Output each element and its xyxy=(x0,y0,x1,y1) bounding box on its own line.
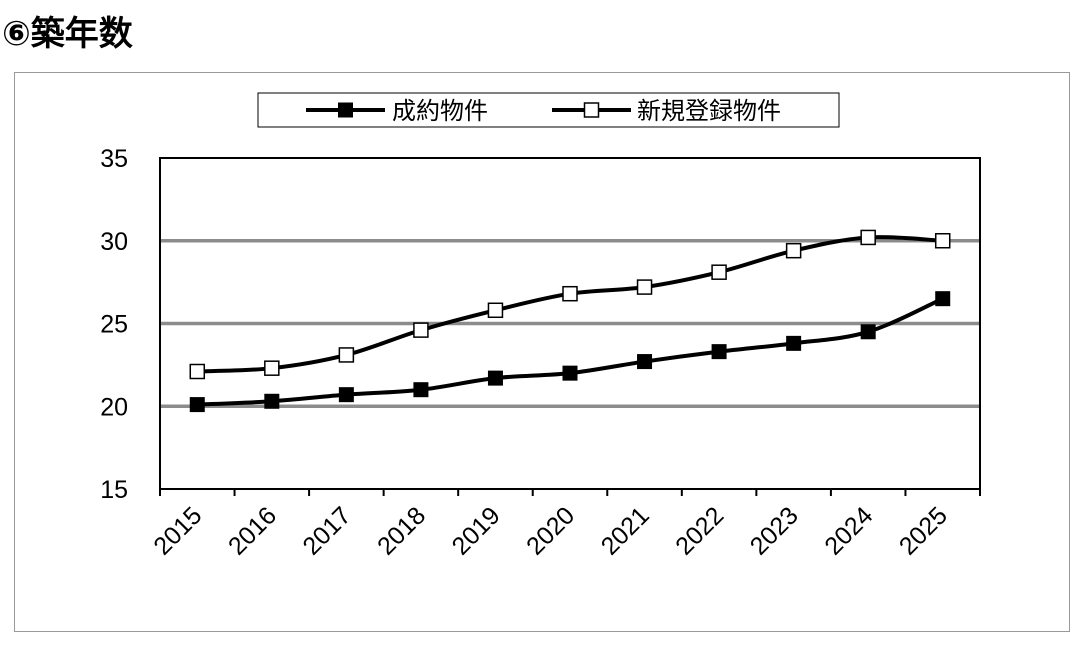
data-point xyxy=(189,397,205,413)
data-point xyxy=(562,285,578,302)
chart-frame xyxy=(14,72,1070,632)
data-point xyxy=(637,354,653,370)
data-point xyxy=(785,242,802,259)
x-tick-label: 2018 xyxy=(372,501,431,560)
data-point xyxy=(487,370,503,386)
x-tick-label: 2017 xyxy=(297,501,356,560)
data-point xyxy=(711,264,727,280)
series-line-1 xyxy=(197,235,943,374)
data-point xyxy=(487,302,504,319)
legend: 成約物件 新規登録物件 xyxy=(257,92,840,128)
legend-label: 成約物件 xyxy=(392,97,488,125)
data-point xyxy=(264,393,280,409)
data-point xyxy=(786,335,802,351)
data-point xyxy=(636,279,653,295)
data-point xyxy=(711,344,727,360)
data-point xyxy=(562,365,578,381)
legend-swatch-marker xyxy=(338,102,353,118)
x-tick-label: 2022 xyxy=(670,501,729,560)
data-point xyxy=(860,229,876,246)
x-tick-label: 2024 xyxy=(819,501,878,560)
plot-area xyxy=(159,157,981,490)
y-tick-label: 15 xyxy=(100,476,128,504)
data-point xyxy=(860,324,876,340)
data-point xyxy=(338,347,355,363)
y-tick-label: 35 xyxy=(100,145,128,173)
x-tick-label: 2016 xyxy=(223,501,282,560)
data-point xyxy=(413,322,429,338)
x-tick-label: 2025 xyxy=(894,501,953,560)
x-tick-label: 2015 xyxy=(148,501,207,560)
data-point xyxy=(189,363,206,380)
series-line-0 xyxy=(197,296,944,407)
page-title: ⑥築年数 xyxy=(2,14,133,54)
legend-swatch-marker xyxy=(583,102,600,118)
x-tick-label: 2020 xyxy=(521,501,580,560)
data-point xyxy=(338,387,354,403)
x-tick-label: 2019 xyxy=(447,501,506,560)
series-group xyxy=(189,229,951,413)
y-tick-label: 25 xyxy=(100,311,128,339)
x-tick-label: 2021 xyxy=(596,501,655,560)
data-point xyxy=(934,233,951,249)
gridlines xyxy=(160,239,980,408)
data-point xyxy=(264,360,280,376)
legend-label: 新規登録物件 xyxy=(637,97,781,125)
data-point xyxy=(935,291,951,307)
y-tick-label: 20 xyxy=(100,393,128,421)
y-tick-label: 30 xyxy=(100,228,128,256)
data-point xyxy=(413,382,429,398)
x-tick-label: 2023 xyxy=(745,501,804,560)
